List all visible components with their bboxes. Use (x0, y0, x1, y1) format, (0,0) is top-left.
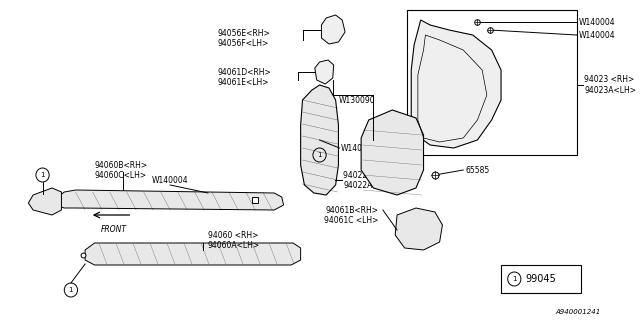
Text: 1: 1 (40, 172, 45, 178)
Text: 65585: 65585 (465, 165, 490, 174)
Text: W140004: W140004 (152, 176, 189, 185)
Bar (501, 265, 581, 293)
Polygon shape (55, 190, 284, 210)
Text: W130090: W130090 (339, 95, 375, 105)
Polygon shape (315, 60, 333, 84)
Polygon shape (395, 208, 442, 250)
Text: 94023 <RH>
94023A<LH>: 94023 <RH> 94023A<LH> (584, 75, 636, 95)
Text: 94061E<LH>: 94061E<LH> (218, 77, 269, 86)
Text: FRONT: FRONT (100, 225, 127, 234)
Text: 94061C <LH>: 94061C <LH> (324, 215, 378, 225)
Text: 94060 <RH>: 94060 <RH> (208, 230, 259, 239)
Polygon shape (28, 188, 61, 215)
Polygon shape (321, 15, 345, 44)
Text: 94061D<RH>: 94061D<RH> (218, 68, 271, 76)
Polygon shape (85, 243, 301, 265)
Polygon shape (301, 85, 339, 195)
Text: 1: 1 (68, 287, 73, 293)
Text: 94022 <RH>: 94022 <RH> (343, 171, 394, 180)
Polygon shape (361, 110, 424, 195)
Bar (406, 10, 577, 155)
Text: 94060A<LH>: 94060A<LH> (208, 241, 260, 250)
Text: 94060C<LH>: 94060C<LH> (95, 171, 147, 180)
Text: 94056F<LH>: 94056F<LH> (218, 38, 269, 47)
Text: W140004: W140004 (340, 143, 377, 153)
Text: 1: 1 (317, 152, 322, 158)
Polygon shape (412, 20, 501, 148)
Text: 99045: 99045 (525, 274, 556, 284)
Text: 94056E<RH>: 94056E<RH> (218, 28, 270, 37)
Text: W140004: W140004 (579, 30, 615, 39)
Text: 1: 1 (512, 276, 516, 282)
Text: W140004: W140004 (579, 18, 615, 27)
Text: 94022A<LH>: 94022A<LH> (343, 180, 395, 189)
Text: 94061B<RH>: 94061B<RH> (325, 205, 378, 214)
Text: A940001241: A940001241 (555, 309, 600, 315)
Text: 94060B<RH>: 94060B<RH> (95, 161, 148, 170)
